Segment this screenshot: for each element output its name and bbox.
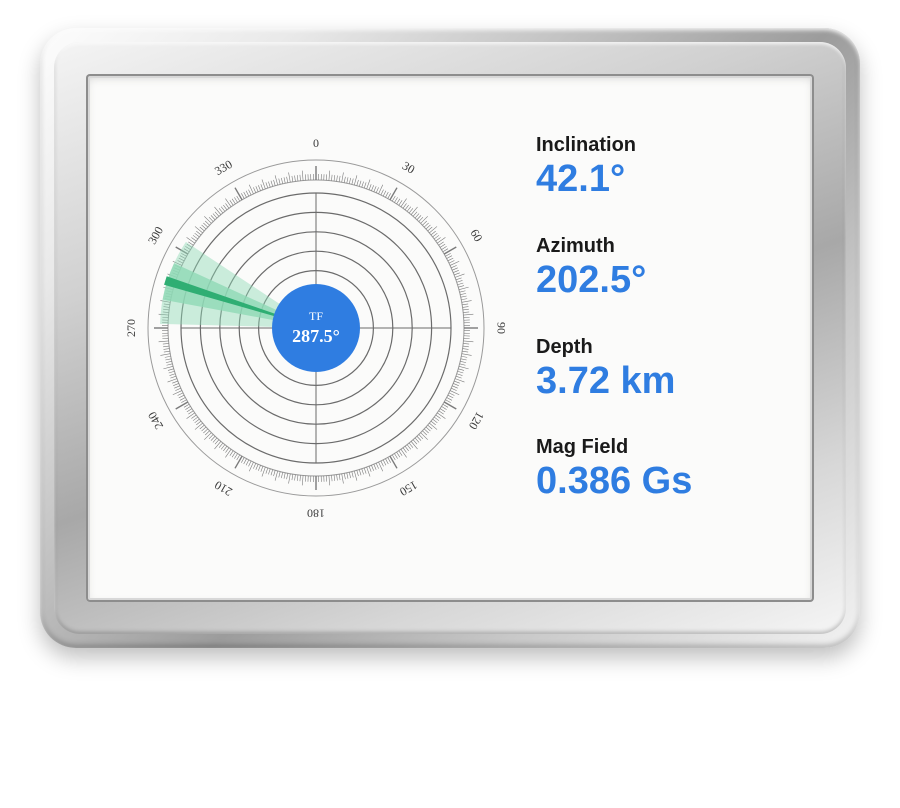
- svg-text:60: 60: [467, 227, 485, 244]
- readout-label: Mag Field: [536, 436, 784, 459]
- svg-text:TF: TF: [309, 309, 323, 323]
- tf-compass-gauge: 0 30 60 90 120 150 180 210 240 270 300 330 TF 287.5°: [116, 128, 516, 528]
- readout-value: 202.5°: [536, 260, 784, 302]
- svg-text:0: 0: [313, 136, 319, 150]
- readout-panel: Inclination 42.1° Azimuth 202.5° Depth 3…: [536, 134, 784, 537]
- readout-mag-field: Mag Field 0.386 Gs: [536, 436, 784, 503]
- readout-label: Depth: [536, 336, 784, 359]
- svg-text:330: 330: [212, 157, 235, 178]
- svg-text:150: 150: [397, 478, 420, 499]
- svg-text:210: 210: [212, 478, 235, 499]
- readout-value: 42.1°: [536, 159, 784, 201]
- svg-text:240: 240: [145, 409, 166, 432]
- svg-text:270: 270: [124, 319, 138, 337]
- readout-inclination: Inclination 42.1°: [536, 134, 784, 201]
- device-frame: 0306090120150180210240270300330TF287.5° …: [40, 28, 860, 648]
- svg-text:180: 180: [307, 506, 325, 520]
- svg-text:90: 90: [494, 322, 508, 334]
- svg-text:30: 30: [400, 159, 417, 177]
- device-screen: 0306090120150180210240270300330TF287.5° …: [86, 74, 814, 602]
- svg-text:287.5°: 287.5°: [292, 326, 340, 346]
- readout-label: Inclination: [536, 134, 784, 157]
- device-reflection: [40, 650, 860, 790]
- readout-azimuth: Azimuth 202.5°: [536, 235, 784, 302]
- readout-value: 0.386 Gs: [536, 461, 784, 503]
- readout-depth: Depth 3.72 km: [536, 336, 784, 403]
- readout-value: 3.72 km: [536, 361, 784, 403]
- svg-text:120: 120: [466, 409, 487, 432]
- readout-label: Azimuth: [536, 235, 784, 258]
- svg-text:300: 300: [145, 224, 166, 247]
